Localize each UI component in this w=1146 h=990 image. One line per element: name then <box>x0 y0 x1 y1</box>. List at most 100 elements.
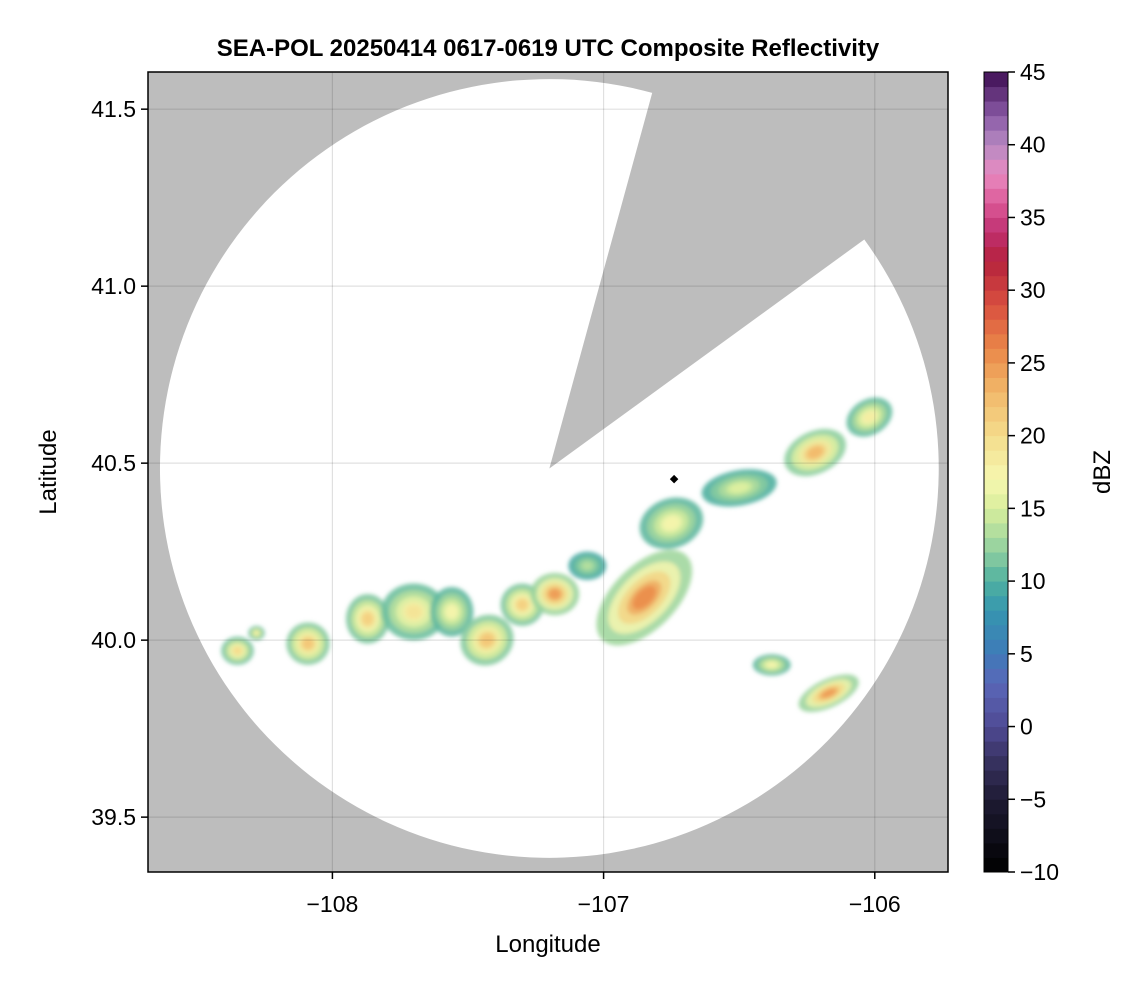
colorbar-tick-label: 0 <box>1020 714 1033 740</box>
colorbar-band <box>984 377 1008 393</box>
y-tick-label: 40.5 <box>91 450 136 476</box>
echo-contour <box>863 412 875 422</box>
colorbar-band <box>984 421 1008 437</box>
colorbar-band <box>984 784 1008 800</box>
echo-cell <box>701 469 777 507</box>
colorbar-band <box>984 537 1008 553</box>
colorbar-tick-label: 30 <box>1020 277 1046 303</box>
colorbar-band <box>984 246 1008 262</box>
colorbar-band <box>984 610 1008 626</box>
echo-cell <box>460 614 514 666</box>
chart-title: SEA-POL 20250414 0617-0619 UTC Composite… <box>217 35 880 62</box>
echo-cell <box>639 497 704 550</box>
colorbar-band <box>984 508 1008 524</box>
echo-cell <box>221 636 254 665</box>
colorbar-ticks: −10 −5 0 5 10 15 20 25 30 35 40 45 <box>1008 59 1059 885</box>
colorbar-band <box>984 668 1008 684</box>
x-axis: −108 −107 −106 <box>307 872 901 917</box>
echo-cell <box>568 551 607 580</box>
colorbar-band <box>984 72 1008 88</box>
y-tick-label: 40.0 <box>91 627 136 653</box>
colorbar-band <box>984 290 1008 306</box>
colorbar-band <box>984 261 1008 277</box>
echo-contour <box>767 662 777 668</box>
echo-contour <box>254 631 259 635</box>
colorbar-band <box>984 595 1008 611</box>
colorbar-band <box>984 86 1008 102</box>
colorbar-band <box>984 552 1008 568</box>
plot-area <box>148 72 948 872</box>
colorbar-band <box>984 653 1008 669</box>
echo-cell <box>345 594 390 644</box>
gridlines <box>148 72 948 872</box>
echo-cell <box>798 674 859 713</box>
colorbar-band <box>984 362 1008 378</box>
colorbar-band <box>984 799 1008 815</box>
colorbar-tick-label: 10 <box>1020 568 1046 594</box>
echo-cell <box>430 587 474 637</box>
colorbar-band <box>984 770 1008 786</box>
colorbar-band <box>984 159 1008 175</box>
x-tick-label: −106 <box>849 891 901 917</box>
colorbar-tick-label: 35 <box>1020 204 1046 230</box>
echo-contour <box>663 516 680 530</box>
echo-contour <box>446 605 458 618</box>
colorbar-band <box>984 741 1008 757</box>
colorbar-band <box>984 682 1008 698</box>
colorbar-band <box>984 813 1008 829</box>
colorbar-band <box>984 522 1008 538</box>
echo-contour <box>362 612 373 625</box>
colorbar-band <box>984 115 1008 131</box>
echo-contour <box>405 604 422 619</box>
colorbar-bands <box>984 72 1008 873</box>
echo-cell <box>248 625 265 641</box>
colorbar-band <box>984 188 1008 204</box>
y-tick-label: 39.5 <box>91 804 136 830</box>
colorbar-band <box>984 464 1008 480</box>
echo-contour <box>480 633 494 647</box>
echo-contour <box>302 638 314 649</box>
colorbar-band <box>984 173 1008 189</box>
echo-cell <box>846 397 893 437</box>
echo-cell <box>530 572 580 616</box>
radar-coverage-area <box>159 79 939 858</box>
colorbar-tick-label: 5 <box>1020 641 1033 667</box>
colorbar-band <box>984 130 1008 146</box>
colorbar-band <box>984 566 1008 582</box>
colorbar-band <box>984 697 1008 713</box>
y-tick-label: 41.0 <box>91 273 136 299</box>
colorbar-band <box>984 639 1008 655</box>
colorbar-band <box>984 581 1008 597</box>
colorbar-band <box>984 275 1008 291</box>
colorbar-frame <box>983 71 1009 873</box>
x-tick-label: −107 <box>578 891 630 917</box>
colorbar-band <box>984 479 1008 495</box>
colorbar-band <box>984 232 1008 248</box>
colorbar-band <box>984 101 1008 117</box>
colorbar-band <box>984 624 1008 640</box>
echo-cell <box>784 428 846 477</box>
colorbar-tick-label: −10 <box>1020 859 1059 885</box>
echo-cell <box>286 622 330 665</box>
echo-contour <box>582 562 592 570</box>
echo-contour <box>548 588 561 600</box>
colorbar-band <box>984 333 1008 349</box>
colorbar-band <box>984 348 1008 364</box>
y-axis-label: Latitude <box>35 429 62 514</box>
echo-contour <box>516 599 528 610</box>
colorbar-band <box>984 755 1008 771</box>
colorbar-tick-label: −5 <box>1020 786 1046 812</box>
colorbar-tick-label: 20 <box>1020 423 1046 449</box>
colorbar-band <box>984 144 1008 160</box>
y-axis: 39.5 40.0 40.5 41.0 41.5 <box>91 96 148 830</box>
echo-contour <box>632 585 657 610</box>
echo-cell <box>381 583 447 641</box>
echo-contour <box>807 446 823 459</box>
x-tick-label: −108 <box>307 891 359 917</box>
echo-contour <box>233 647 242 655</box>
colorbar-band <box>984 304 1008 320</box>
colorbar-band <box>984 435 1008 451</box>
colorbar-band <box>984 712 1008 728</box>
colorbar-tick-label: 15 <box>1020 495 1046 521</box>
